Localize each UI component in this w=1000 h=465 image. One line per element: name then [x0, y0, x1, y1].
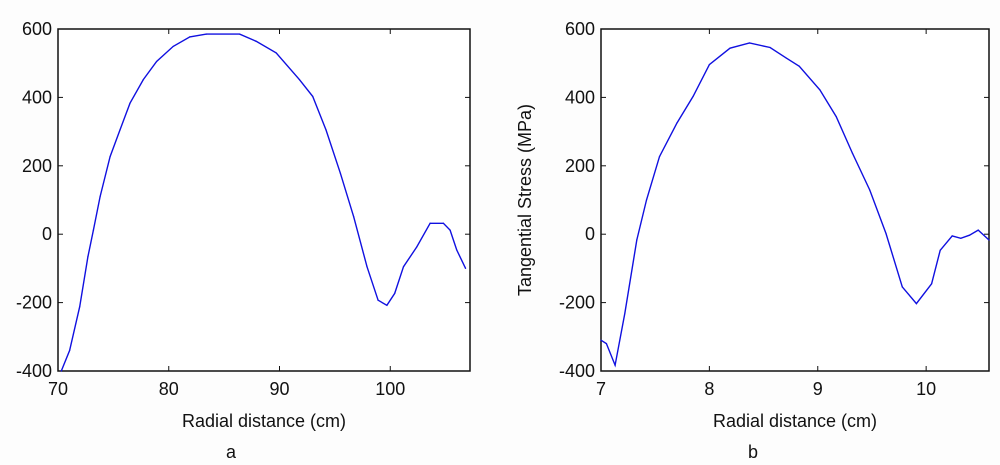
- data-point: [915, 303, 917, 305]
- data-point: [977, 229, 979, 231]
- data-point: [785, 57, 787, 59]
- data-point: [692, 95, 694, 97]
- data-point: [658, 155, 661, 158]
- data-point: [930, 283, 933, 285]
- data-point: [600, 339, 602, 341]
- data-point: [205, 33, 208, 35]
- data-point: [353, 216, 355, 218]
- data-point: [172, 45, 174, 48]
- y-tick-label: 400: [22, 87, 52, 107]
- x-tick-label: 9: [813, 379, 823, 399]
- data-point: [624, 312, 626, 315]
- data-point: [676, 122, 678, 124]
- data-point: [464, 267, 467, 269]
- x-tick-label: 7: [596, 379, 606, 399]
- data-point: [429, 222, 431, 224]
- y-tick-label: -200: [559, 293, 595, 313]
- data-point: [798, 65, 800, 67]
- y-tick-label: -400: [559, 361, 595, 381]
- data-point: [69, 349, 71, 352]
- y-tick-label: 0: [585, 224, 595, 244]
- caption: a: [226, 442, 237, 462]
- data-point: [129, 102, 131, 104]
- data-point: [901, 286, 903, 288]
- data-point: [951, 235, 953, 237]
- data-point: [449, 229, 451, 231]
- data-point: [748, 42, 751, 44]
- data-point: [394, 292, 396, 294]
- data-point: [819, 89, 821, 91]
- x-tick-label: 70: [48, 379, 68, 399]
- data-point: [155, 60, 158, 63]
- x-tick-label: 80: [159, 379, 179, 399]
- data-point: [402, 266, 405, 268]
- data-point: [87, 256, 89, 258]
- data-point: [119, 129, 121, 131]
- data-point: [851, 152, 854, 154]
- y-axis-label: Tangential Stress (MPa): [515, 104, 535, 296]
- data-point: [99, 195, 101, 198]
- y-tick-label: 600: [565, 19, 595, 39]
- y-tick-label: 0: [42, 224, 52, 244]
- data-point: [645, 199, 648, 201]
- data-point: [988, 239, 990, 241]
- x-tick-label: 100: [375, 379, 405, 399]
- x-axis-label: Radial distance (cm): [713, 411, 877, 431]
- data-point: [79, 306, 81, 308]
- x-axis-label: Radial distance (cm): [182, 411, 346, 431]
- data-point: [339, 172, 342, 174]
- data-point: [109, 155, 111, 158]
- plot-area: [57, 28, 471, 372]
- x-tick-label: 8: [704, 379, 714, 399]
- plot-area: [600, 28, 990, 372]
- data-point: [708, 63, 710, 66]
- x-tick-label: 10: [916, 379, 936, 399]
- data-point: [614, 364, 616, 366]
- data-point: [636, 239, 638, 241]
- data-point: [416, 246, 418, 248]
- data-point: [386, 304, 388, 306]
- y-tick-label: 200: [565, 156, 595, 176]
- data-point: [885, 232, 887, 235]
- data-point: [312, 95, 314, 97]
- data-point: [255, 40, 257, 42]
- data-point: [456, 249, 458, 251]
- data-point: [835, 115, 837, 118]
- data-point: [729, 47, 731, 49]
- data-point: [325, 129, 327, 131]
- data-point: [769, 46, 771, 49]
- chart-a: Radial distance (cm) a 70 80 90 100 -400 -200…: [16, 19, 471, 462]
- data-point: [377, 299, 379, 301]
- caption: b: [748, 442, 758, 462]
- y-tick-label: 200: [22, 156, 52, 176]
- data-point: [442, 222, 445, 224]
- data-point: [60, 370, 62, 372]
- data-point: [366, 266, 368, 268]
- x-tick-label: 90: [269, 379, 289, 399]
- data-point: [189, 36, 191, 38]
- chart-b: Radial distance (cm) b Tangential Stress…: [515, 19, 990, 462]
- data-point: [92, 229, 95, 231]
- data-point: [960, 237, 962, 239]
- y-tick-label: -400: [16, 361, 52, 381]
- data-point: [605, 343, 608, 345]
- data-point: [968, 234, 971, 236]
- y-tick-label: -200: [16, 293, 52, 313]
- data-point: [869, 189, 871, 191]
- data-point: [298, 79, 301, 81]
- y-tick-label: 400: [565, 87, 595, 107]
- data-point: [275, 52, 277, 54]
- y-tick-label: 600: [22, 19, 52, 39]
- data-point: [239, 33, 241, 35]
- data-point: [142, 79, 144, 81]
- data-point: [939, 249, 941, 251]
